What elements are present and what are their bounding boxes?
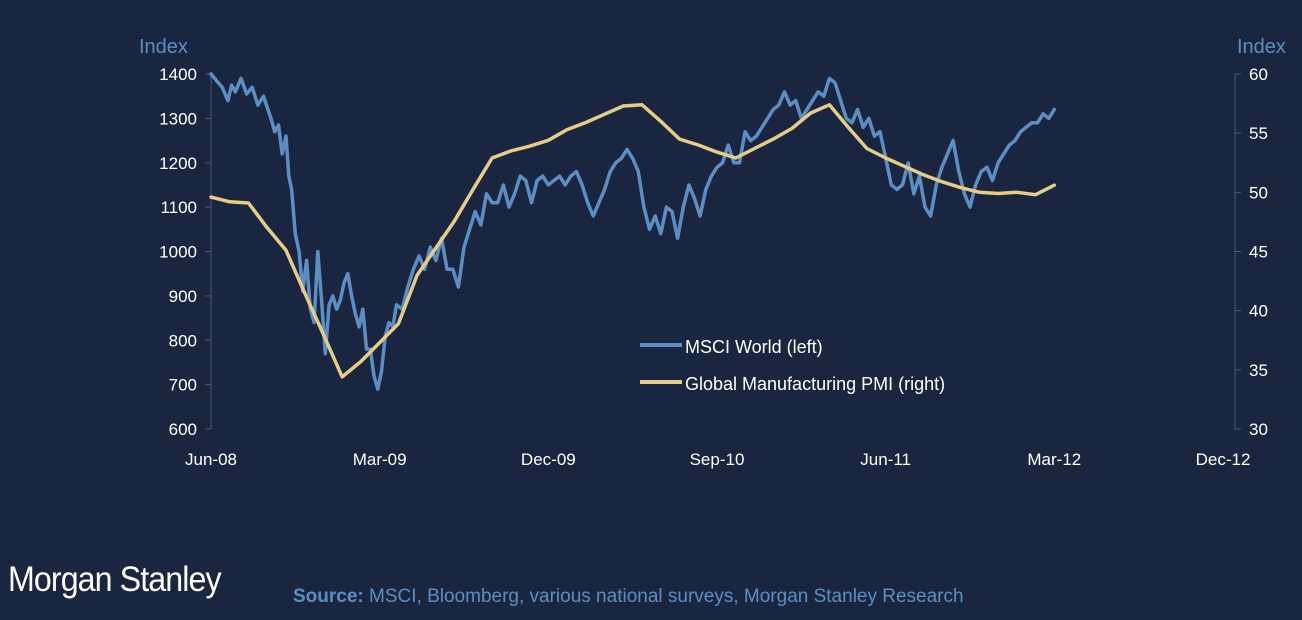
left-tick-label: 600 <box>169 420 197 439</box>
left-tick-label: 1100 <box>160 198 197 217</box>
legend: MSCI World (left) Global Manufacturing P… <box>640 337 945 394</box>
x-tick-label: Mar-09 <box>353 450 407 469</box>
right-tick-label: 30 <box>1249 420 1268 439</box>
series-layer <box>209 72 1057 391</box>
legend-label-pmi: Global Manufacturing PMI (right) <box>685 374 945 394</box>
right-tick-label: 35 <box>1249 361 1268 380</box>
legend-label-msci: MSCI World (left) <box>685 337 823 357</box>
x-axis: Jun-08 Mar-09 Dec-09 Sep-10 Jun-11 Mar-12 Dec-… <box>185 450 1250 469</box>
x-tick-label: Jun-11 <box>860 450 911 469</box>
right-tick-label: 50 <box>1249 183 1268 202</box>
left-tick-label: 800 <box>169 331 197 350</box>
right-tick-label: 55 <box>1249 124 1268 143</box>
left-tick-label: 1300 <box>159 109 197 128</box>
left-axis: 600 700 800 900 1000 1100 1200 1300 1400 <box>159 65 212 439</box>
right-axis-title: Index <box>1237 36 1286 58</box>
pmi-line <box>209 103 1057 379</box>
right-tick-label: 60 <box>1249 65 1268 84</box>
left-tick-label: 1400 <box>159 65 197 84</box>
morgan-stanley-logo: Morgan Stanley <box>8 560 222 599</box>
left-tick-label: 700 <box>169 376 197 395</box>
left-tick-label: 900 <box>169 287 197 306</box>
source-note: Source: MSCI, Bloomberg, various nationa… <box>293 586 964 608</box>
x-tick-label: Sep-10 <box>690 450 745 469</box>
left-tick-label: 1000 <box>159 243 197 262</box>
right-tick-label: 45 <box>1249 243 1268 262</box>
source-label: Source: <box>293 586 364 607</box>
right-tick-label: 40 <box>1249 302 1268 321</box>
x-tick-label: Dec-09 <box>521 450 576 469</box>
right-axis: 30 35 40 45 50 55 60 <box>1234 65 1268 439</box>
source-text: MSCI, Bloomberg, various national survey… <box>363 586 964 607</box>
msci-world-line <box>209 72 1057 391</box>
x-tick-label: Mar-12 <box>1027 450 1081 469</box>
x-tick-label: Dec-12 <box>1196 450 1251 469</box>
left-tick-label: 1200 <box>159 154 197 173</box>
x-tick-label: Jun-08 <box>185 450 237 469</box>
left-axis-title: Index <box>139 36 188 58</box>
